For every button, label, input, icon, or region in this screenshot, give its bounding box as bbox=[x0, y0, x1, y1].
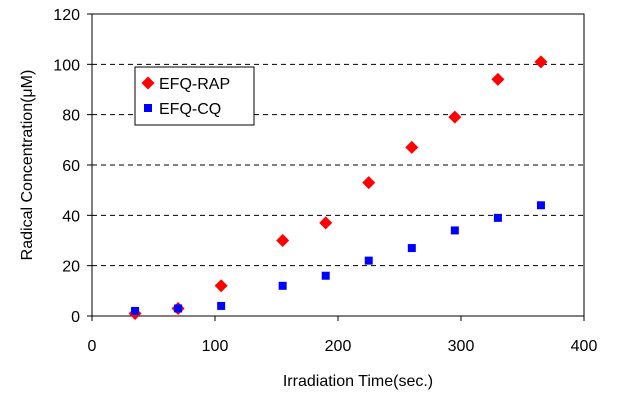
y-tick-label-100: 100 bbox=[53, 57, 80, 74]
y-tick-label-120: 120 bbox=[53, 7, 80, 24]
legend-marker-1 bbox=[144, 104, 152, 112]
y-axis-title: Radical Concentration(μM) bbox=[19, 70, 36, 261]
series-1 bbox=[131, 201, 545, 315]
x-tick-label-200: 200 bbox=[325, 338, 352, 355]
data-point-1-3 bbox=[278, 281, 287, 290]
data-point-1-2 bbox=[217, 301, 226, 310]
x-tick-label-0: 0 bbox=[88, 338, 97, 355]
data-point-0-7 bbox=[448, 110, 462, 124]
data-point-1-7 bbox=[450, 226, 459, 235]
data-point-0-9 bbox=[534, 55, 548, 69]
data-point-1-0 bbox=[131, 306, 140, 315]
data-point-0-8 bbox=[491, 72, 505, 86]
data-point-0-3 bbox=[276, 234, 290, 247]
legend-entries: EFQ-RAP EFQ-CQ bbox=[141, 76, 230, 118]
legend-label-0: EFQ-RAP bbox=[159, 76, 230, 93]
x-axis-title: Irradiation Time(sec.) bbox=[283, 373, 433, 390]
x-tick-label-300: 300 bbox=[448, 338, 475, 355]
data-point-1-5 bbox=[364, 256, 373, 265]
data-point-0-2 bbox=[214, 279, 228, 293]
legend-marker-0 bbox=[141, 76, 155, 90]
data-point-1-6 bbox=[407, 244, 416, 253]
data-point-1-4 bbox=[321, 271, 330, 280]
y-tick-label-20: 20 bbox=[62, 259, 80, 276]
data-point-0-6 bbox=[405, 140, 419, 154]
y-axis-ticks: 0 20 40 60 80 100 120 bbox=[53, 7, 92, 326]
y-tick-label-80: 80 bbox=[62, 108, 80, 125]
legend-entry-0: EFQ-RAP bbox=[141, 76, 230, 93]
y-tick-label-0: 0 bbox=[71, 309, 80, 326]
x-axis-ticks: 0 100 200 300 400 bbox=[88, 316, 598, 355]
legend-box bbox=[134, 66, 255, 126]
x-tick-label-100: 100 bbox=[202, 338, 229, 355]
data-point-0-4 bbox=[319, 216, 333, 230]
data-point-1-1 bbox=[174, 304, 183, 313]
data-point-0-5 bbox=[362, 176, 376, 190]
data-series bbox=[128, 55, 548, 320]
legend-entry-1: EFQ-CQ bbox=[144, 101, 221, 118]
x-tick-label-400: 400 bbox=[571, 338, 598, 355]
legend-label-1: EFQ-CQ bbox=[159, 101, 221, 118]
y-tick-label-40: 40 bbox=[62, 208, 80, 225]
legend: EFQ-RAP EFQ-CQ bbox=[134, 66, 255, 126]
y-tick-label-60: 60 bbox=[62, 158, 80, 175]
data-point-1-8 bbox=[493, 213, 502, 222]
data-point-1-9 bbox=[536, 201, 545, 210]
